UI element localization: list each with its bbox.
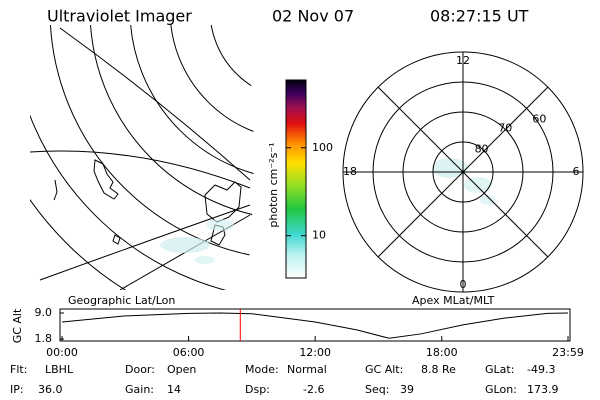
field-label: Mode: [245,363,279,376]
field-label: Gain: [125,383,154,396]
colorbar-label: photon cm⁻²s⁻¹ [267,142,280,227]
field-label: GLon: [485,383,517,396]
alt-xtick-label: 06:00 [173,346,205,359]
alt-xtick-label: 12:00 [299,346,331,359]
field-value: Normal [287,363,327,376]
aurora [432,158,496,205]
field-value: 14 [167,383,181,396]
field-value: 173.9 [527,383,559,396]
mlt-label: 6 [573,165,580,178]
alt-xtick-label: 00:00 [46,346,78,359]
field-value: Open [167,363,196,376]
field-label: Dsp: [245,383,270,396]
field-label: IP: [10,383,24,396]
alt-ytick-label: 9.0 [35,306,53,319]
aurora [160,219,234,264]
colorbar [285,79,307,279]
field-label: Door: [125,363,155,376]
map-label: Geographic Lat/Lon [68,294,175,307]
title: Ultraviolet Imager [47,7,192,26]
alt-xtick-label: 18:00 [426,346,458,359]
mlt-label: 12 [456,54,470,67]
lat-label: 80 [475,143,489,156]
coastline [53,159,242,246]
time: 08:27:15 UT [430,7,529,26]
field-value: 36.0 [38,383,63,396]
field-label: GLat: [485,363,514,376]
field-value: LBHL [45,363,74,376]
mlt-label: 18 [343,165,357,178]
alt-ytick-label: 1.8 [35,332,53,345]
geo-map [30,25,254,290]
field-value: -49.3 [527,363,555,376]
field-value: 39 [400,383,414,396]
field-value: -2.6 [303,383,324,396]
alt-xtick-label: 23:59 [552,346,584,359]
lat-label: 70 [498,121,512,134]
alt-line [61,312,569,339]
alt-ylabel: GC Alt [11,308,24,343]
date: 02 Nov 07 [272,7,354,26]
field-label: Seq: [365,383,389,396]
colorbar-tick-label: 10 [312,229,326,242]
lat-label: 60 [532,112,546,125]
mlt-label: 0 [460,278,467,291]
polar-label: Apex MLat/MLT [412,294,495,307]
field-label: GC Alt: [365,363,403,376]
colorbar-tick-label: 100 [312,141,333,154]
field-label: Flt: [10,363,27,376]
field-value: 8.8 Re [421,363,456,376]
